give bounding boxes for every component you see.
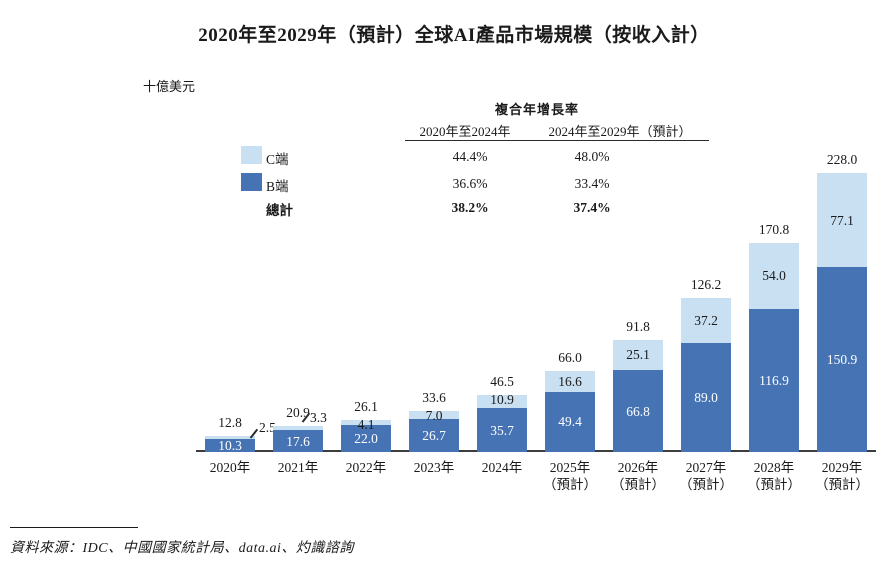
bar-b-segment-2028 (749, 308, 799, 452)
x-axis-label-2022: 2022年 (332, 459, 400, 476)
c-value-label-2023: 7.0 (425, 407, 443, 423)
bar-c-segment-2028 (749, 242, 799, 309)
total-label-2029: 228.0 (826, 152, 858, 167)
x-axis-label-2028: 2028年 （預計） (740, 459, 808, 493)
x-axis-year-2020: 2020年 (209, 460, 251, 475)
bar-c-segment-2020 (205, 436, 255, 440)
cagr-value-b-1: 36.6% (452, 176, 488, 191)
x-axis-forecast-note-2025: （預計） (543, 477, 597, 492)
legend-swatch-b-icon (241, 173, 262, 191)
x-axis-year-2025: 2025年 (549, 460, 591, 475)
b-value-label-2020: 10.3 (218, 438, 242, 454)
x-axis-forecast-note-2029: （預計） (815, 477, 869, 492)
x-axis-label-2024: 2024年 (468, 459, 536, 476)
x-axis-forecast-note-2026: （預計） (611, 477, 665, 492)
cagr-value-c-1: 44.4% (452, 149, 488, 164)
bar-b-segment-2024 (477, 408, 527, 452)
c-value-label-2026: 25.1 (626, 347, 650, 363)
bar-c-segment-2026 (613, 339, 663, 371)
x-axis-forecast-note-2028: （預計） (747, 477, 801, 492)
c-value-label-2020: 2.5 (259, 420, 276, 436)
cagr-col-header-2020-2024: 2020年至2024年 (419, 124, 511, 139)
b-value-label-2028: 116.9 (759, 372, 789, 388)
b-value-label-2026: 66.8 (626, 403, 650, 419)
cagr-value-c-2: 48.0% (574, 149, 610, 164)
x-axis-year-2023: 2023年 (413, 460, 455, 475)
total-label-2022: 26.1 (354, 399, 378, 415)
x-axis-label-2020: 2020年 (196, 459, 264, 476)
x-axis-label-2021: 2021年 (264, 459, 332, 476)
bar-b-segment-2027 (681, 343, 731, 452)
x-axis-year-2021: 2021年 (277, 460, 319, 475)
cagr-value-total-2: 37.4% (573, 200, 611, 215)
b-value-label-2021: 17.6 (286, 433, 310, 449)
bar-c-segment-2025 (545, 371, 595, 392)
total-label-2023: 33.6 (422, 389, 446, 405)
bar-b-segment-2029 (817, 267, 867, 452)
bar-b-segment-2025 (545, 391, 595, 452)
bar-b-segment-2020 (205, 439, 255, 452)
c-value-label-2025: 16.6 (558, 373, 582, 389)
b-value-label-2025: 49.4 (558, 414, 582, 430)
b-value-label-2022: 22.0 (354, 431, 378, 447)
total-label-2025: 66.0 (558, 350, 582, 366)
bar-c-segment-2022 (341, 420, 391, 426)
b-value-label-2024: 35.7 (490, 422, 514, 438)
x-axis-forecast-note-2027: （預計） (679, 477, 733, 492)
x-axis-year-2028: 2028年 (753, 460, 795, 475)
cagr-value-total-1: 38.2% (451, 200, 489, 215)
bar-b-segment-2023 (409, 419, 459, 452)
total-label-2027: 126.2 (690, 276, 722, 292)
bar-b-segment-2021 (273, 430, 323, 452)
legend-swatch-c-icon (241, 146, 262, 164)
cagr-header-underline (405, 140, 709, 141)
legend-item-total: 總計 (266, 203, 293, 218)
page-title: 2020年至2029年（預計）全球AI產品市場規模（按收入計） (198, 25, 710, 46)
bar-c-segment-2024 (477, 394, 527, 409)
source-divider (10, 527, 138, 528)
bar-c-segment-2029 (817, 173, 867, 268)
bar-c-segment-2023 (409, 410, 459, 420)
cagr-col-header-2024-2029: 2024年至2029年（預計） (548, 124, 692, 139)
bar-c-segment-2021 (273, 426, 323, 431)
c-value-label-2022: 4.1 (357, 417, 375, 433)
source-text: 資料來源：IDC、中國國家統計局、data.ai、灼識諮詢 (10, 541, 354, 556)
total-label-2026: 91.8 (626, 318, 650, 334)
x-axis-label-2025: 2025年 （預計） (536, 459, 604, 493)
x-axis-label-2023: 2023年 (400, 459, 468, 476)
x-axis-label-2029: 2029年 （預計） (808, 459, 876, 493)
x-axis-year-2027: 2027年 (685, 460, 727, 475)
c-value-label-2029: 77.1 (830, 212, 854, 228)
c-value-label-2028: 54.0 (762, 268, 786, 284)
bar-b-segment-2022 (341, 425, 391, 452)
total-label-2020: 12.8 (218, 415, 242, 431)
b-value-label-2023: 26.7 (422, 428, 446, 444)
x-axis-year-2026: 2026年 (617, 460, 659, 475)
x-axis-year-2029: 2029年 (821, 460, 863, 475)
bar-b-segment-2026 (613, 370, 663, 452)
cagr-value-b-2: 33.4% (574, 176, 610, 191)
legend-item-c: C端 (266, 152, 289, 167)
bar-c-segment-2027 (681, 297, 731, 344)
x-axis-line (196, 450, 876, 452)
b-value-label-2027: 89.0 (694, 390, 718, 406)
total-label-2024: 46.5 (490, 373, 514, 389)
x-axis-label-2027: 2027年 （預計） (672, 459, 740, 493)
c-value-label-2024: 10.9 (490, 391, 514, 407)
legend-item-b: B端 (266, 179, 289, 194)
x-axis-year-2022: 2022年 (345, 460, 387, 475)
y-axis-unit-label: 十億美元 (143, 79, 196, 94)
x-axis-year-2024: 2024年 (481, 460, 523, 475)
c-value-label-2027: 37.2 (694, 312, 718, 328)
b-value-label-2029: 150.9 (826, 352, 858, 368)
total-label-2028: 170.8 (758, 221, 790, 237)
cagr-table-title: 複合年增長率 (494, 102, 579, 117)
c-value-label-2021: 3.3 (310, 410, 327, 426)
x-axis-label-2026: 2026年 （預計） (604, 459, 672, 493)
total-label-2021: 20.9 (286, 405, 310, 421)
